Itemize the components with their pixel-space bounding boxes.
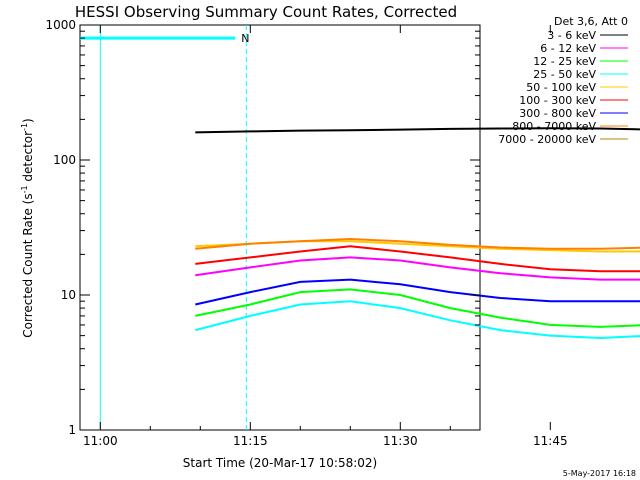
legend-label-1: 6 - 12 keV [540, 42, 596, 55]
footer-date: 5-May-2017 16:18 [563, 469, 636, 478]
legend-label-7: 800 - 7000 keV [512, 120, 596, 133]
y-tick-label-1: 10 [61, 288, 76, 302]
night-flag-label: N [241, 32, 249, 45]
x-tick-label-1: 11:15 [233, 434, 268, 448]
legend-label-8: 7000 - 20000 keV [498, 133, 596, 146]
legend-label-0: 3 - 6 keV [547, 29, 596, 42]
series-line-3 [195, 300, 640, 340]
legend-title: Det 3,6, Att 0 [554, 15, 628, 28]
y-axis-ticks: 1 10 100 1000 [45, 18, 480, 437]
series-line-5 [195, 245, 640, 273]
legend-label-4: 50 - 100 keV [526, 81, 596, 94]
series-line-7 [195, 237, 640, 250]
x-tick-label-2: 11:30 [383, 434, 418, 448]
legend-label-3: 25 - 50 keV [533, 68, 596, 81]
chart-title: HESSI Observing Summary Count Rates, Cor… [75, 3, 457, 21]
series-line-1 [195, 256, 640, 281]
x-axis-label: Start Time (20-Mar-17 10:58:02) [183, 456, 377, 470]
y-tick-label-3: 1000 [45, 18, 76, 32]
x-tick-label-3: 11:45 [533, 434, 568, 448]
y-tick-label-2: 100 [53, 153, 76, 167]
series-line-0 [195, 127, 640, 134]
legend-label-5: 100 - 300 keV [519, 94, 596, 107]
y-tick-label-0: 1 [68, 423, 76, 437]
legend-label-6: 300 - 800 keV [519, 107, 596, 120]
series-lines [195, 127, 640, 340]
series-line-6 [195, 278, 640, 306]
x-tick-label-0: 11:00 [83, 434, 118, 448]
series-line-2 [195, 288, 640, 328]
flag-markers [99, 25, 247, 430]
plot-frame [79, 24, 481, 431]
y-axis-label: Corrected Count Rate (s-1 detector-1) [20, 118, 35, 337]
legend-label-2: 12 - 25 keV [533, 55, 596, 68]
